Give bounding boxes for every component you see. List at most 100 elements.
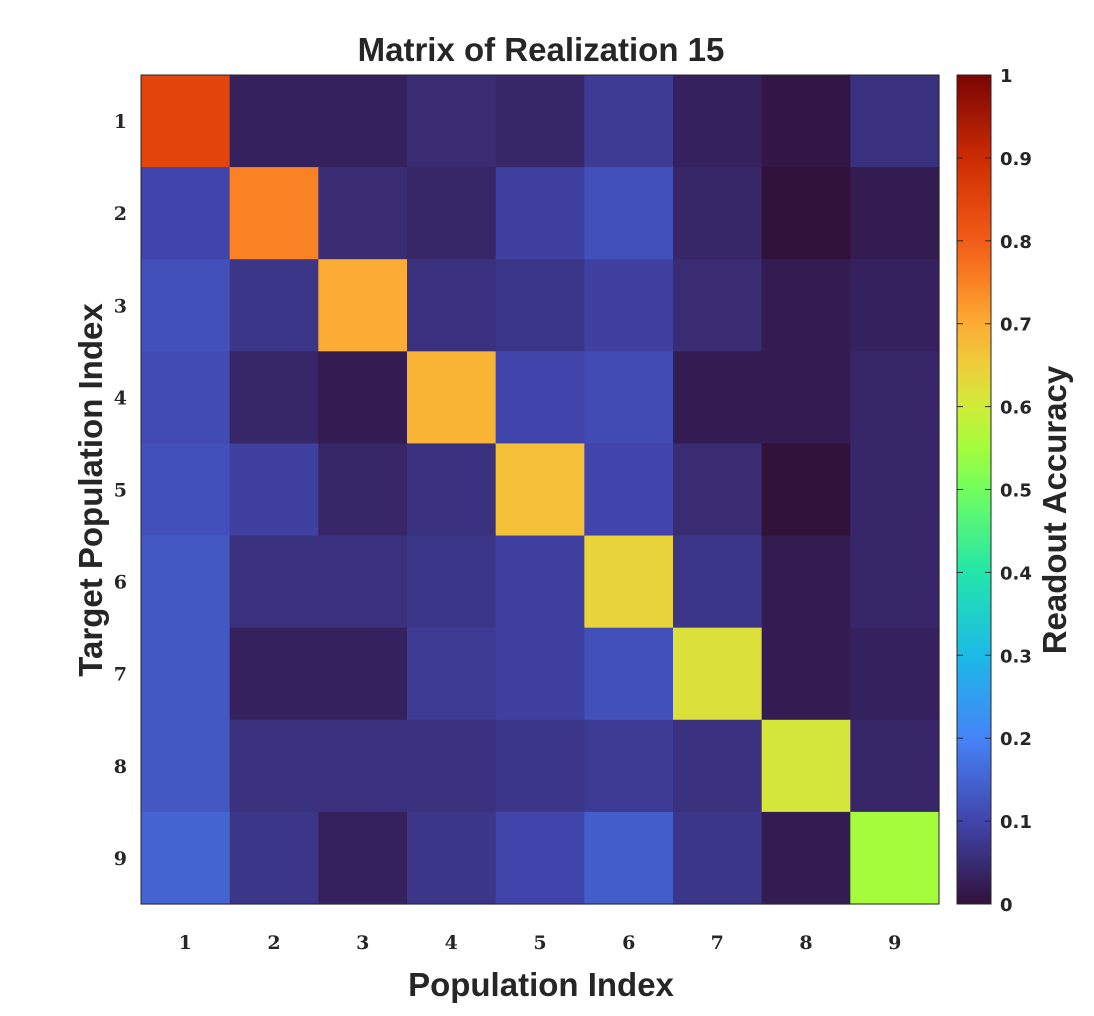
colorbar-tick-label: 1 <box>1000 66 1013 87</box>
heatmap-cell-r4-c5 <box>495 351 585 445</box>
heatmap-cell-r4-c6 <box>584 351 674 445</box>
heatmap-cell-r9-c9 <box>850 811 940 905</box>
heatmap-cell-r8-c7 <box>673 719 763 813</box>
heatmap-cell-r6-c7 <box>673 535 763 629</box>
heatmap-cell-r2-c3 <box>318 167 408 260</box>
plot-frame <box>140 74 940 905</box>
x-tick-label: 9 <box>888 932 901 954</box>
heatmap-cell-r7-c7 <box>673 627 763 721</box>
colorbar-tick-label: 0.5 <box>1000 481 1032 502</box>
heatmap-cell-r6-c8 <box>761 535 851 629</box>
heatmap-cell-r6-c5 <box>495 535 585 629</box>
heatmap-cell-r6-c9 <box>850 535 940 629</box>
heatmap-cell-r5-c3 <box>318 443 408 537</box>
heatmap-cell-r5-c4 <box>407 443 497 537</box>
heatmap-cell-r9-c6 <box>584 811 674 905</box>
colorbar-ticks: 0 0.1 0.2 0.3 0.4 0.5 0.6 0.7 0.8 0.9 1 <box>957 66 1032 916</box>
heatmap-cell-r2-c4 <box>407 167 497 260</box>
heatmap-cell-r5-c1 <box>141 443 231 537</box>
heatmap-cell-r4-c7 <box>673 351 763 445</box>
heatmap-cell-r9-c3 <box>318 811 408 905</box>
heatmap-cell-r3-c1 <box>141 259 231 352</box>
heatmap-cell-r7-c3 <box>318 627 408 721</box>
heatmap-cell-r2-c1 <box>141 167 231 260</box>
x-tick-label: 7 <box>711 932 724 954</box>
colorbar-label: Readout Accuracy <box>1036 365 1073 654</box>
y-tick-label: 5 <box>114 480 127 502</box>
colorbar-tick-label: 0.7 <box>1000 315 1032 336</box>
heatmap-cell-r1-c4 <box>407 75 497 168</box>
heatmap-cell-r3-c8 <box>761 259 851 352</box>
heatmap-cell-r9-c5 <box>495 811 585 905</box>
heatmap-cell-r2-c9 <box>850 167 940 260</box>
heatmap-cell-r4-c3 <box>318 351 408 445</box>
heatmap-cell-r8-c3 <box>318 719 408 813</box>
heatmap-cell-r6-c4 <box>407 535 497 629</box>
heatmap-cell-r8-c9 <box>850 719 940 813</box>
heatmap-cell-r2-c8 <box>761 167 851 260</box>
heatmap-cell-r7-c9 <box>850 627 940 721</box>
y-tick-label: 1 <box>114 111 127 133</box>
heatmap-cell-r9-c8 <box>761 811 851 905</box>
heatmap-cell-r1-c2 <box>229 75 319 168</box>
y-axis-label: Target Population Index <box>72 303 109 677</box>
heatmap-cell-r7-c4 <box>407 627 497 721</box>
heatmap-cell-r7-c1 <box>141 627 231 721</box>
heatmap-cell-r5-c2 <box>229 443 319 537</box>
heatmap-cell-r3-c7 <box>673 259 763 352</box>
heatmap-cell-r1-c3 <box>318 75 408 168</box>
y-tick-label: 2 <box>114 203 127 225</box>
heatmap-cell-r7-c5 <box>495 627 585 721</box>
heatmap-cell-r7-c8 <box>761 627 851 721</box>
heatmap-cell-r3-c5 <box>495 259 585 352</box>
heatmap-cell-r2-c5 <box>495 167 585 260</box>
heatmap-cell-r9-c2 <box>229 811 319 905</box>
colorbar-tick-label: 0 <box>1000 895 1013 916</box>
y-tick-label: 3 <box>114 295 127 317</box>
heatmap-cell-r4-c2 <box>229 351 319 445</box>
heatmap-cell-r9-c4 <box>407 811 497 905</box>
heatmap-cell-r5-c8 <box>761 443 851 537</box>
heatmap-cell-r8-c8 <box>761 719 851 813</box>
y-tick-label: 6 <box>114 572 127 594</box>
colorbar-tick-label: 0.6 <box>1000 398 1032 419</box>
heatmap-cell-r1-c6 <box>584 75 674 168</box>
heatmap-cell-r3-c3 <box>318 259 408 352</box>
heatmap-cell-r7-c2 <box>229 627 319 721</box>
x-tick-label: 8 <box>799 932 812 954</box>
heatmap-cell-r7-c6 <box>584 627 674 721</box>
x-tick-labels: 1 2 3 4 5 6 7 8 9 <box>179 932 902 954</box>
heatmap-cell-r5-c5 <box>495 443 585 537</box>
heatmap-cell-r9-c1 <box>141 811 231 905</box>
heatmap-cell-r2-c2 <box>229 167 319 260</box>
colorbar-tick-label: 0.9 <box>1000 149 1032 170</box>
heatmap-cell-r8-c2 <box>229 719 319 813</box>
y-tick-labels: 1 2 3 4 5 6 7 8 9 <box>114 111 127 870</box>
heatmap-cell-r5-c7 <box>673 443 763 537</box>
heatmap-cell-r5-c6 <box>584 443 674 537</box>
heatmap-cell-r9-c7 <box>673 811 763 905</box>
heatmap-cell-r8-c1 <box>141 719 231 813</box>
heatmap-cell-r5-c9 <box>850 443 940 537</box>
heatmap-cell-r6-c2 <box>229 535 319 629</box>
heatmap-cell-r3-c4 <box>407 259 497 352</box>
heatmap-cell-r4-c8 <box>761 351 851 445</box>
heatmap-cell-r4-c9 <box>850 351 940 445</box>
heatmap-cell-r1-c8 <box>761 75 851 168</box>
y-tick-label: 7 <box>114 664 127 686</box>
heatmap-cell-r1-c9 <box>850 75 940 168</box>
colorbar-tick-label: 0.1 <box>1000 812 1032 833</box>
y-tick-label: 8 <box>114 756 127 778</box>
x-axis-label: Population Index <box>408 966 674 1003</box>
x-tick-label: 6 <box>622 932 635 954</box>
heatmap-cell-r2-c7 <box>673 167 763 260</box>
heatmap-cell-r3-c9 <box>850 259 940 352</box>
x-tick-label: 5 <box>533 932 546 954</box>
heatmap-cell-r6-c3 <box>318 535 408 629</box>
x-tick-label: 1 <box>179 932 192 954</box>
x-tick-label: 4 <box>445 932 458 954</box>
colorbar-tick-label: 0.2 <box>1000 729 1032 750</box>
heatmap-cell-r1-c5 <box>495 75 585 168</box>
chart-title: Matrix of Realization 15 <box>358 31 725 68</box>
